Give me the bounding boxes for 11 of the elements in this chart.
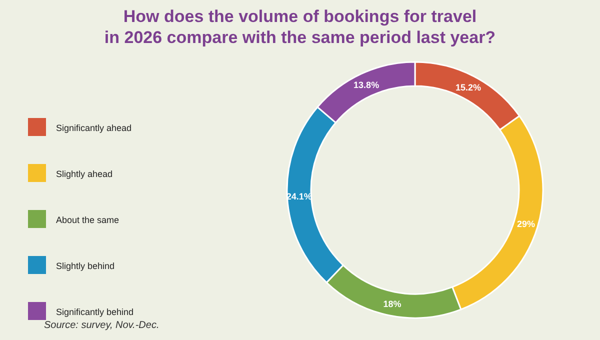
legend-label: Slightly ahead (56, 169, 113, 179)
data-label: 13.8% (354, 80, 380, 90)
data-label: 18% (383, 299, 402, 310)
data-label: 29% (517, 219, 536, 230)
chart-title: How does the volume of bookings for travel in 2026 compare with the same period last year? (104, 7, 496, 47)
legend-label: About the same (56, 215, 120, 225)
legend-label: Significantly ahead (56, 123, 132, 133)
legend-label: Slightly behind (56, 261, 115, 271)
data-label: 15.2% (455, 82, 482, 92)
source-note: Source: survey, Nov.-Dec. (44, 320, 160, 331)
legend-label: Significantly behind (56, 307, 134, 317)
